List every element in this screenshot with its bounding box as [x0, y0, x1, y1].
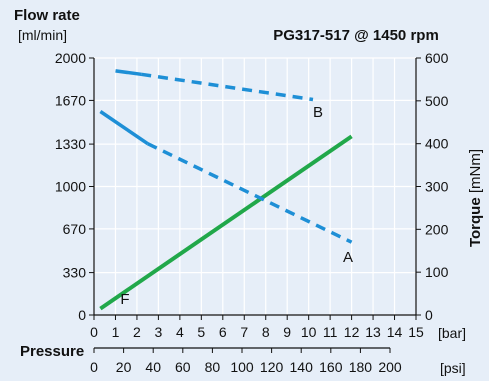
x-bar-tick-label: 12	[344, 324, 360, 340]
y-right-tick-label: 300	[425, 179, 449, 195]
y-left-tick-label: 0	[78, 307, 86, 323]
y-right-title: Torque	[467, 197, 484, 247]
x-psi-tick-label: 80	[205, 359, 221, 375]
series-f-line	[99, 134, 353, 311]
series-group: F A B	[99, 69, 353, 311]
series-a-solid-segment	[99, 110, 149, 146]
x-bar-tick-label: 15	[408, 324, 424, 340]
x-bar-tick-label: 7	[240, 324, 248, 340]
series-a-label: A	[343, 249, 353, 266]
x-psi-tick-label: 140	[290, 359, 314, 375]
x-psi-tick-label: 160	[319, 359, 343, 375]
y-right-tick-label: 600	[425, 50, 449, 66]
y-right-label: Torque [mNm]	[467, 149, 484, 247]
series-f-label: F	[120, 291, 129, 308]
x-bar-unit: [bar]	[438, 325, 466, 341]
x-psi-tick-label: 100	[230, 359, 254, 375]
x-bar-tick-label: 0	[90, 324, 98, 340]
y-left-tick-label: 1000	[55, 179, 86, 195]
y-left-tick-label: 1330	[55, 136, 86, 152]
x-bar-tick-label: 13	[365, 324, 381, 340]
x-psi-unit: [psi]	[440, 360, 466, 376]
x-psi-tick-label: 180	[349, 359, 373, 375]
axes: 0330670100013301670200001002003004005006…	[55, 50, 449, 375]
y-right-tick-label: 100	[425, 264, 449, 280]
x-bar-tick-label: 2	[133, 324, 141, 340]
x-bar-tick-label: 9	[283, 324, 291, 340]
y-left-tick-label: 330	[63, 265, 87, 281]
x-psi-tick-label: 0	[90, 359, 98, 375]
x-bar-tick-label: 3	[155, 324, 163, 340]
series-b-label: B	[313, 104, 323, 121]
x-psi-tick-label: 40	[145, 359, 161, 375]
x-bar-tick-label: 10	[301, 324, 317, 340]
y-right-tick-label: 0	[425, 307, 433, 323]
x-psi-tick-label: 60	[175, 359, 191, 375]
y-right-unit: [mNm]	[467, 149, 484, 193]
y-right-tick-label: 200	[425, 221, 449, 237]
x-bar-tick-label: 11	[323, 324, 338, 340]
x-bar-tick-label: 4	[176, 324, 184, 340]
y-left-tick-label: 670	[63, 221, 87, 237]
y-left-title: Flow rate	[14, 7, 80, 24]
x-psi-title: Pressure	[20, 343, 84, 360]
series-b-dashed-segment	[140, 72, 314, 102]
x-bar-tick-label: 8	[262, 324, 270, 340]
series-a-dashed-segment	[146, 142, 353, 244]
chart-title: PG317-517 @ 1450 rpm	[273, 27, 439, 44]
x-bar-tick-label: 1	[112, 324, 120, 340]
x-bar-tick-label: 5	[197, 324, 205, 340]
x-bar-tick-label: 14	[387, 324, 403, 340]
y-left-unit: [ml/min]	[18, 27, 67, 43]
y-right-tick-label: 500	[425, 93, 449, 109]
x-psi-tick-label: 200	[378, 359, 402, 375]
y-left-tick-label: 2000	[55, 50, 86, 66]
x-bar-tick-label: 6	[219, 324, 227, 340]
x-psi-tick-label: 20	[116, 359, 132, 375]
y-right-tick-label: 400	[425, 136, 449, 152]
x-psi-tick-label: 120	[260, 359, 284, 375]
series-b-solid-segment	[115, 69, 142, 77]
grid	[93, 57, 417, 316]
y-left-tick-label: 1670	[55, 92, 86, 108]
